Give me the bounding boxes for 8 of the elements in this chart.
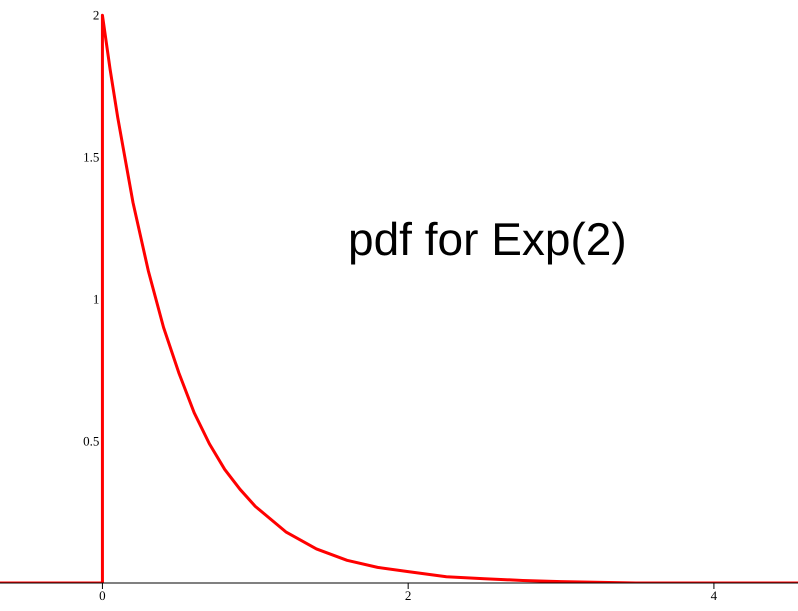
y-tick-label: 2 [92, 8, 100, 23]
y-tick-label: 1 [92, 292, 100, 307]
y-tick-label: 1.5 [83, 150, 100, 165]
x-tick-label: 4 [710, 588, 718, 604]
x-tick-label: 0 [99, 588, 106, 604]
annotation: pdf for Exp(2) [348, 212, 627, 266]
x-tick-label: 2 [404, 588, 412, 604]
y-tick-label: 0.5 [83, 434, 100, 449]
